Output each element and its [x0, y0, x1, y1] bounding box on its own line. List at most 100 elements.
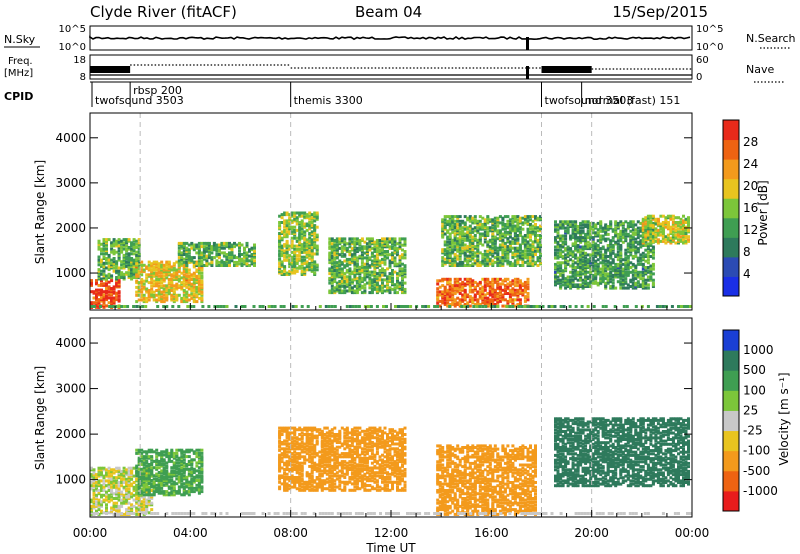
heatmap-cell: [511, 299, 515, 303]
heatmap-cell: [285, 241, 289, 245]
heatmap-cell: [348, 286, 352, 290]
heatmap-cell: [305, 252, 309, 256]
heatmap-cell: [192, 293, 196, 297]
heatmap-cell: [330, 237, 334, 241]
heatmap-cell: [291, 305, 295, 308]
heatmap-cell: [144, 305, 148, 308]
heatmap-cell: [107, 290, 111, 294]
heatmap-cell: [285, 225, 289, 229]
heatmap-cell: [373, 246, 377, 250]
heatmap-cell: [157, 278, 161, 281]
heatmap-cell: [365, 267, 369, 271]
heatmap-cell: [461, 230, 465, 234]
heatmap-cell: [170, 284, 174, 288]
heatmap-cell: [488, 303, 492, 306]
heatmap-cell: [666, 221, 670, 224]
heatmap-cell: [358, 269, 362, 272]
heatmap-cell: [117, 305, 121, 308]
heatmap-cell: [100, 263, 103, 267]
heatmap-cell: [132, 305, 136, 308]
heatmap-cell: [303, 271, 307, 275]
heatmap-cell: [368, 242, 372, 246]
heatmap-cell: [370, 237, 374, 241]
heatmap-cell: [288, 258, 292, 262]
heatmap-cell: [328, 246, 332, 250]
heatmap-cell: [315, 233, 319, 237]
heatmap-cell: [350, 280, 354, 283]
heatmap-cell: [222, 254, 226, 258]
heatmap-cell: [110, 250, 114, 254]
heatmap-cell: [682, 214, 685, 218]
heatmap-cell: [340, 284, 344, 288]
heatmap-cell: [290, 243, 294, 247]
heatmap-cell: [170, 278, 174, 281]
heatmap-cell: [391, 276, 394, 280]
heatmap-cell: [478, 280, 482, 284]
heatmap-cell: [333, 286, 337, 290]
heatmap-cell: [518, 303, 522, 306]
heatmap-cell: [293, 254, 297, 258]
heatmap-cell: [375, 242, 379, 246]
heatmap-cell: [468, 284, 472, 288]
heatmap-cell: [110, 301, 114, 305]
heatmap-cell: [456, 240, 460, 244]
heatmap-cell: [200, 262, 204, 266]
heatmap-cell: [388, 245, 392, 249]
heatmap-cell: [117, 238, 121, 242]
heatmap-cell: [348, 251, 352, 255]
heatmap-cell: [651, 272, 655, 276]
heatmap-cell: [290, 255, 294, 259]
heatmap-cell: [165, 285, 169, 289]
heatmap-cell: [564, 237, 568, 241]
heatmap-cell: [117, 255, 121, 259]
heatmap-cell: [298, 214, 302, 218]
heatmap-cell: [476, 282, 480, 286]
heatmap-cell: [506, 215, 510, 219]
heatmap-cell: [343, 264, 347, 268]
heatmap-cell: [456, 223, 460, 226]
heatmap-cell: [150, 262, 154, 266]
heatmap-cell: [584, 251, 588, 255]
heatmap-cell: [458, 238, 462, 242]
heatmap-cell: [105, 471, 108, 475]
heatmap-cell: [453, 229, 457, 233]
heatmap-cell: [155, 263, 159, 267]
heatmap-cell: [674, 225, 678, 229]
heatmap-cell: [305, 228, 309, 232]
heatmap-cell: [222, 251, 226, 255]
heatmap-cell: [335, 245, 339, 249]
heatmap-cell: [328, 291, 332, 295]
heatmap-cell: [285, 247, 289, 251]
heatmap-cell: [483, 288, 487, 292]
heatmap-cell: [350, 286, 354, 290]
heatmap-cell: [441, 226, 445, 230]
heatmap-cell: [511, 298, 515, 302]
heatmap-cell: [182, 246, 186, 250]
heatmap-cell: [150, 284, 154, 288]
heatmap-cell: [105, 241, 108, 245]
y-tick-label: 4000: [55, 131, 86, 145]
heatmap-cell: [135, 273, 139, 277]
heatmap-cell: [340, 276, 344, 280]
heatmap-cell: [310, 247, 314, 251]
heatmap-cell: [177, 284, 181, 288]
heatmap-cell: [165, 276, 169, 280]
heatmap-cell: [310, 241, 314, 245]
heatmap-cell: [456, 245, 460, 249]
heatmap-cell: [190, 285, 194, 289]
heatmap-cell: [147, 273, 151, 277]
heatmap-cell: [228, 259, 231, 263]
heatmap-cell: [97, 244, 101, 248]
heatmap-cell: [202, 257, 206, 261]
heatmap-cell: [248, 248, 251, 252]
heatmap-cell: [396, 281, 399, 285]
heatmap-cell: [102, 294, 106, 298]
heatmap-cell: [120, 490, 124, 494]
heatmap-cell: [436, 305, 440, 308]
heatmap-cell: [381, 289, 384, 293]
heatmap-cell: [478, 290, 482, 294]
heatmap-cell: [333, 256, 337, 260]
heatmap-cell: [216, 305, 220, 308]
heatmap-cell: [97, 272, 101, 276]
heatmap-cell: [172, 276, 176, 280]
